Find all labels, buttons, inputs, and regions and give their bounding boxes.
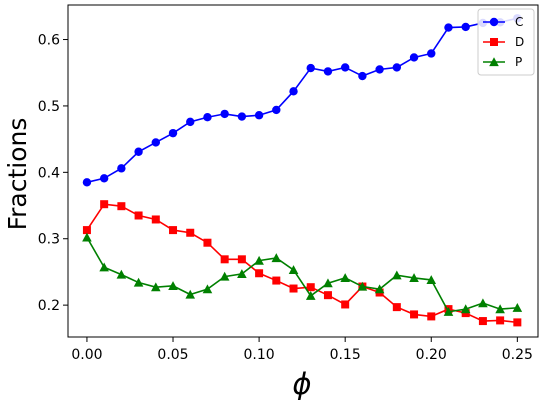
data-point-C <box>323 67 333 76</box>
data-point-P <box>288 265 299 275</box>
data-point-C <box>254 111 264 120</box>
data-point-P <box>374 284 385 294</box>
legend-label-D: D <box>515 35 524 49</box>
legend-marker-D <box>490 38 498 46</box>
y-tick-label: 0.2 <box>38 298 60 314</box>
data-point-C <box>409 53 419 62</box>
axes-layer: 0.00 0.05 0.10 0.15 0.20 0.25 0.2 0.3 0.4 0.5 0.6 <box>38 4 539 363</box>
data-point-P <box>133 277 144 287</box>
y-tick-label: 0.6 <box>38 33 60 49</box>
data-point-D <box>169 226 178 235</box>
data-point-P <box>323 278 333 288</box>
data-point-D <box>255 269 264 278</box>
data-point-P <box>168 281 178 290</box>
data-point-C <box>99 174 109 183</box>
plot-area <box>68 5 538 337</box>
data-point-C <box>203 113 212 122</box>
data-point-D <box>134 211 143 220</box>
data-point-D <box>186 228 195 237</box>
data-point-P <box>151 282 161 292</box>
series-P <box>82 232 523 316</box>
data-point-D <box>220 255 229 264</box>
data-point-P <box>426 275 437 284</box>
data-point-P <box>202 284 213 294</box>
data-point-P <box>340 273 350 282</box>
data-point-C <box>427 49 436 58</box>
data-point-C <box>358 71 367 81</box>
data-point-D <box>392 303 401 312</box>
data-point-D <box>496 316 505 325</box>
legend-marker-P <box>489 57 499 67</box>
data-point-P <box>219 271 230 281</box>
data-point-P <box>409 273 419 282</box>
data-point-D <box>478 317 487 326</box>
y-axis-label: Fractions <box>3 118 32 231</box>
data-point-C <box>392 63 402 72</box>
data-point-C <box>375 65 384 74</box>
data-point-P <box>512 302 523 312</box>
data-point-P <box>495 304 505 314</box>
data-point-D <box>151 215 160 224</box>
legend-label-P: P <box>515 55 522 69</box>
data-point-C <box>220 109 229 119</box>
data-point-C <box>289 87 298 96</box>
data-point-D <box>513 318 522 327</box>
x-tick-label: 0.00 <box>71 347 102 363</box>
x-tick-label: 0.05 <box>157 347 188 363</box>
data-point-P <box>478 298 488 308</box>
data-point-P <box>116 269 127 279</box>
data-point-D <box>410 310 419 319</box>
legend-marker-C <box>489 17 499 27</box>
data-point-D <box>82 226 91 235</box>
data-point-P <box>305 291 316 300</box>
data-point-C <box>168 128 178 138</box>
data-point-P <box>271 253 282 263</box>
data-point-P <box>392 270 402 280</box>
data-point-C <box>237 112 247 121</box>
y-tick-label: 0.4 <box>38 165 60 181</box>
data-point-D <box>306 283 315 292</box>
data-point-C <box>186 117 195 127</box>
data-point-P <box>185 289 196 299</box>
data-point-D <box>237 255 246 264</box>
data-point-P <box>237 269 247 278</box>
x-tick-label: 0.25 <box>502 347 533 363</box>
data-point-D <box>272 276 281 285</box>
x-tick-label: 0.15 <box>330 347 361 363</box>
data-point-C <box>444 23 453 32</box>
data-point-P <box>443 306 454 316</box>
y-tick-label: 0.5 <box>38 99 60 115</box>
data-point-C <box>134 147 143 156</box>
plot-background <box>68 5 538 337</box>
x-tick-label: 0.10 <box>244 347 275 363</box>
data-point-C <box>461 22 470 32</box>
legend-label-C: C <box>515 15 523 29</box>
data-point-C <box>151 138 161 147</box>
data-point-D <box>100 200 109 209</box>
data-point-C <box>82 178 92 187</box>
data-point-D <box>323 291 332 300</box>
data-point-C <box>340 63 350 72</box>
data-point-P <box>82 232 92 242</box>
legend: CDP <box>477 8 535 76</box>
data-point-P <box>460 304 471 314</box>
series-line-P <box>86 237 518 313</box>
data-point-D <box>341 300 350 309</box>
data-point-D <box>289 284 298 293</box>
data-point-D <box>427 312 436 321</box>
data-point-P <box>99 262 109 272</box>
data-point-C <box>117 164 126 173</box>
data-point-C <box>306 63 315 73</box>
data-point-P <box>357 281 368 291</box>
plot-frame <box>67 4 539 338</box>
y-tick-label: 0.3 <box>38 232 60 248</box>
series-layer <box>82 14 523 327</box>
data-point-P <box>254 255 264 265</box>
data-point-D <box>203 238 212 247</box>
data-point-D <box>117 202 126 211</box>
x-axis-label: ϕ <box>292 367 311 401</box>
x-tick-label: 0.20 <box>416 347 447 363</box>
data-point-C <box>272 105 281 115</box>
